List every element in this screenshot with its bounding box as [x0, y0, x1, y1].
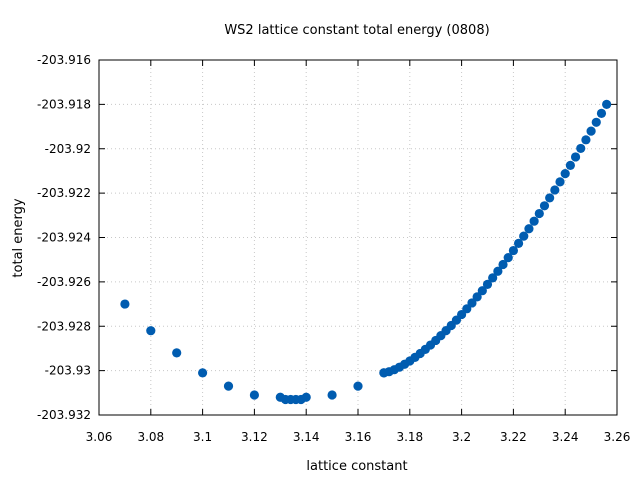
- data-point: [482, 279, 493, 289]
- data-point: [198, 368, 208, 378]
- data-point: [488, 273, 498, 283]
- x-tick-label: 3.12: [241, 430, 268, 444]
- grid: [99, 60, 617, 415]
- x-tick-labels: 3.06 3.08 3.1 3.12 3.14 3.16 3.18 3.2 3.22 3.24 3.…: [86, 430, 631, 444]
- data-point: [550, 185, 560, 195]
- y-tick-label: -203.93: [45, 364, 91, 378]
- x-tick-label: 3.16: [345, 430, 372, 444]
- y-tick-labels: -203.916 -203.918 -203.92 -203.922 -203.924 -…: [37, 53, 91, 422]
- y-tick-label: -203.92: [45, 142, 91, 156]
- data-point: [560, 169, 570, 179]
- x-tick-label: 3.24: [552, 430, 579, 444]
- data-point: [539, 201, 550, 211]
- x-tick-label: 3.2: [452, 430, 471, 444]
- plot-border: [98, 59, 618, 416]
- x-axis-label: lattice constant: [306, 459, 407, 474]
- data-point: [513, 238, 524, 248]
- x-tick-label: 3.06: [86, 430, 113, 444]
- data-point: [249, 390, 259, 400]
- data-point: [545, 193, 555, 203]
- data-point: [581, 135, 591, 145]
- y-tick-label: -203.924: [37, 231, 91, 245]
- data-point: [529, 216, 539, 226]
- data-point: [503, 252, 513, 263]
- data-point: [596, 108, 607, 118]
- data-point: [519, 231, 529, 241]
- x-tick-label: 3.26: [604, 430, 631, 444]
- data-point: [591, 117, 601, 127]
- data-point: [508, 245, 518, 256]
- data-point: [534, 208, 544, 219]
- data-point: [477, 286, 487, 296]
- data-point: [353, 381, 363, 391]
- y-tick-label: -203.918: [37, 97, 91, 111]
- data-point: [570, 152, 581, 162]
- data-point: [576, 143, 586, 154]
- data-point: [120, 299, 130, 309]
- data-point: [586, 126, 596, 136]
- x-tick-label: 3.08: [137, 430, 164, 444]
- y-tick-label: -203.928: [37, 319, 91, 333]
- x-tick-label: 3.1: [193, 430, 212, 444]
- data-point: [565, 160, 575, 170]
- data-point: [223, 381, 234, 391]
- x-tick-label: 3.22: [500, 430, 527, 444]
- data-point: [301, 392, 311, 402]
- x-tick-label: 3.18: [396, 430, 423, 444]
- data-point: [493, 266, 503, 276]
- y-tick-label: -203.916: [37, 53, 91, 67]
- data-point: [524, 224, 534, 234]
- x-tick-label: 3.14: [293, 430, 320, 444]
- data-points: [120, 99, 612, 405]
- y-axis-label: total energy: [11, 198, 26, 277]
- chart-title: WS2 lattice constant total energy (0808): [224, 23, 489, 38]
- data-point: [146, 326, 156, 336]
- data-point: [327, 390, 337, 400]
- y-tick-label: -203.926: [37, 275, 91, 289]
- y-tick-label: -203.922: [37, 186, 91, 200]
- data-point: [467, 298, 477, 308]
- data-point: [498, 259, 508, 270]
- y-tick-label: -203.932: [37, 408, 91, 422]
- data-point: [472, 292, 482, 302]
- data-point: [172, 348, 182, 358]
- axes: [98, 59, 618, 416]
- data-point: [555, 177, 565, 187]
- data-point: [602, 99, 612, 109]
